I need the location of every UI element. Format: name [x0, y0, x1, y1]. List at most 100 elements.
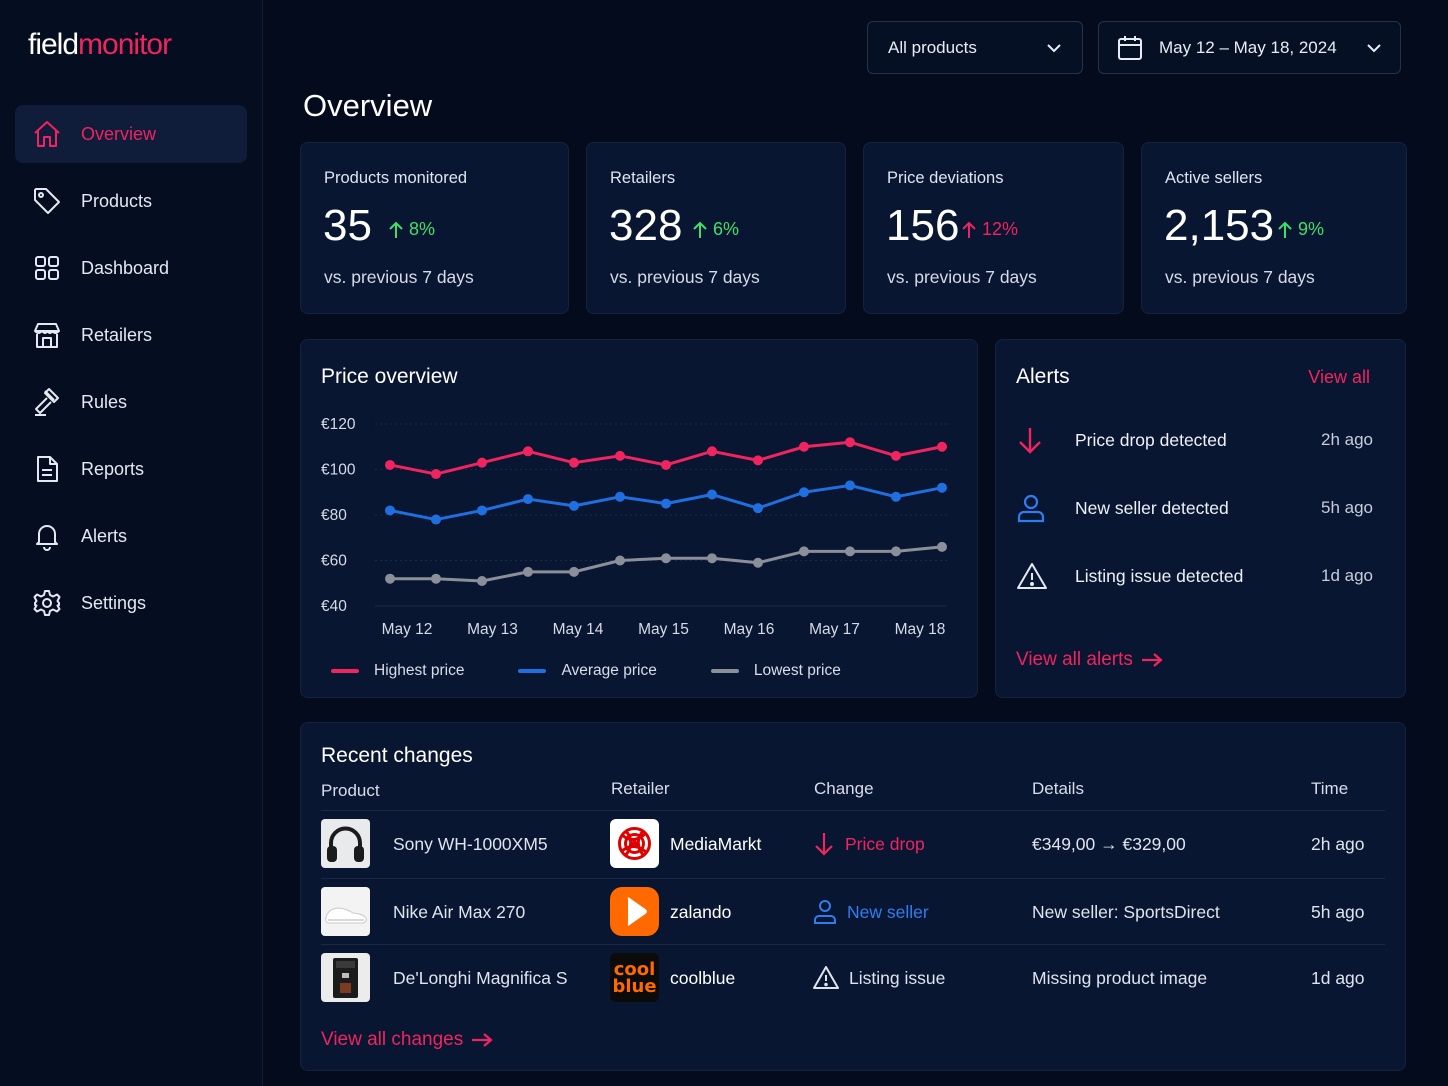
arrow-down-icon — [815, 833, 833, 856]
date-range-select[interactable]: May 12 – May 18, 2024 — [1098, 21, 1401, 74]
retailer-name[interactable]: coolblue — [670, 968, 736, 988]
data-point — [431, 469, 441, 480]
sidebar-item-products[interactable]: Products — [15, 172, 247, 230]
column-header-details[interactable]: Details — [1032, 779, 1084, 798]
x-tick-label: May 17 — [809, 621, 860, 638]
data-point — [569, 500, 579, 511]
stat-comparison: vs. previous 7 days — [1165, 267, 1315, 287]
y-tick-label: €100 — [321, 462, 356, 479]
stat-value: 156 — [886, 201, 960, 250]
view-all-alerts-link[interactable]: View all alerts — [1016, 649, 1164, 671]
table-row[interactable]: De'Longhi Magnifica S cool blue coolblue… — [321, 953, 1385, 1003]
arrow-up-icon — [389, 221, 403, 238]
x-tick-label: May 15 — [638, 621, 689, 638]
sidebar-item-label: Products — [81, 190, 153, 211]
stat-value: 328 — [609, 201, 683, 250]
legend-swatch — [710, 669, 739, 673]
divider — [321, 810, 1385, 811]
product-name[interactable]: Sony WH-1000XM5 — [393, 834, 548, 854]
warning-icon — [813, 966, 839, 989]
date-range-value: May 12 – May 18, 2024 — [1159, 37, 1337, 57]
data-point — [661, 459, 671, 470]
stat-comparison: vs. previous 7 days — [324, 267, 474, 287]
data-point — [615, 450, 625, 461]
stat-delta-value: 6% — [713, 219, 740, 239]
sidebar-item-label: Overview — [81, 123, 157, 144]
alerts-view-all-link[interactable]: View all — [1308, 367, 1370, 387]
column-header-time[interactable]: Time — [1311, 779, 1349, 798]
logo-part-monitor: monitor — [78, 28, 172, 61]
legend-item-highest: Highest price — [331, 662, 464, 680]
change-details: New seller: SportsDirect — [1032, 902, 1220, 922]
product-name[interactable]: Nike Air Max 270 — [393, 902, 526, 922]
legend-swatch — [331, 669, 359, 673]
retailer-logo-mediamarkt — [610, 819, 659, 868]
x-tick-label: May 18 — [895, 621, 946, 638]
y-tick-label: €40 — [321, 598, 347, 615]
stat-card-active-sellers: Active sellers 2,153 9% vs. previous 7 d… — [1141, 142, 1407, 314]
sidebar-item-reports[interactable]: Reports — [15, 440, 247, 498]
data-point — [385, 459, 395, 470]
sidebar-item-overview[interactable]: Overview — [15, 105, 247, 163]
data-point — [707, 489, 717, 500]
tag-icon — [34, 188, 60, 214]
data-point — [569, 566, 579, 577]
stat-comparison: vs. previous 7 days — [887, 267, 1037, 287]
retailer-name[interactable]: MediaMarkt — [670, 834, 762, 854]
column-header-change[interactable]: Change — [814, 779, 874, 798]
data-point — [845, 546, 855, 557]
alert-item[interactable]: New seller detected 5h ago — [1016, 488, 1373, 528]
product-name[interactable]: De'Longhi Magnifica S — [393, 968, 568, 988]
data-point — [431, 573, 441, 584]
sidebar-item-label: Settings — [81, 592, 147, 613]
data-point — [753, 557, 763, 568]
app-logo[interactable]: fieldmonitor — [28, 28, 172, 62]
column-header-retailer[interactable]: Retailer — [611, 779, 670, 798]
stat-card-products-monitored: Products monitored 35 8% vs. previous 7 … — [300, 142, 569, 314]
legend-item-average: Average price — [518, 662, 657, 680]
sidebar-item-rules[interactable]: Rules — [15, 373, 247, 431]
change-label: Listing issue — [849, 967, 946, 988]
data-point — [615, 555, 625, 566]
sidebar-item-retailers[interactable]: Retailers — [15, 306, 247, 364]
data-point — [799, 487, 809, 498]
table-row[interactable]: Nike Air Max 270 zalando New seller New … — [321, 887, 1385, 937]
price-overview-card: Price overview €120 €100 €80 €60 €40 May 12 Ma… — [300, 339, 978, 698]
logo-part-field: field — [28, 28, 79, 61]
sidebar-item-label: Reports — [81, 458, 145, 479]
retailer-logo-coolblue: cool blue — [610, 953, 659, 1002]
divider — [321, 944, 1385, 945]
data-point — [431, 514, 441, 525]
legend-label: Highest price — [374, 662, 465, 679]
stat-delta-value: 12% — [982, 219, 1019, 239]
column-header-product[interactable]: Product — [321, 781, 380, 800]
x-tick-label: May 14 — [553, 621, 604, 638]
y-tick-label: €80 — [321, 507, 347, 524]
product-filter-select[interactable]: All products — [867, 21, 1083, 74]
data-point — [523, 446, 533, 457]
retailer-name[interactable]: zalando — [670, 902, 732, 922]
data-point — [937, 482, 947, 493]
arrow-up-icon — [962, 221, 976, 238]
price-overview-title: Price overview — [321, 365, 458, 388]
data-point — [707, 446, 717, 457]
sidebar-item-label: Rules — [81, 391, 128, 412]
change-label: Price drop — [845, 833, 925, 854]
chart-legend: Highest price Average price Lowest price — [331, 662, 895, 680]
stat-label: Retailers — [610, 169, 676, 187]
recent-changes-title: Recent changes — [321, 744, 473, 767]
alert-item[interactable]: Listing issue detected 1d ago — [1016, 556, 1373, 596]
sidebar-item-alerts[interactable]: Alerts — [15, 507, 247, 565]
data-point — [523, 566, 533, 577]
sidebar-item-dashboard[interactable]: Dashboard — [15, 239, 247, 297]
legend-label: Lowest price — [753, 662, 841, 679]
legend-label: Average price — [561, 662, 657, 679]
data-point — [753, 455, 763, 466]
sidebar-item-settings[interactable]: Settings — [15, 574, 247, 632]
change-time: 5h ago — [1311, 902, 1365, 922]
alert-item[interactable]: Price drop detected 2h ago — [1016, 420, 1373, 460]
data-point — [891, 546, 901, 557]
stat-delta: 9% — [1278, 219, 1324, 240]
table-row[interactable]: Sony WH-1000XM5 MediaMarkt Price drop €3… — [321, 819, 1385, 869]
view-all-changes-link[interactable]: View all changes — [321, 1029, 494, 1051]
